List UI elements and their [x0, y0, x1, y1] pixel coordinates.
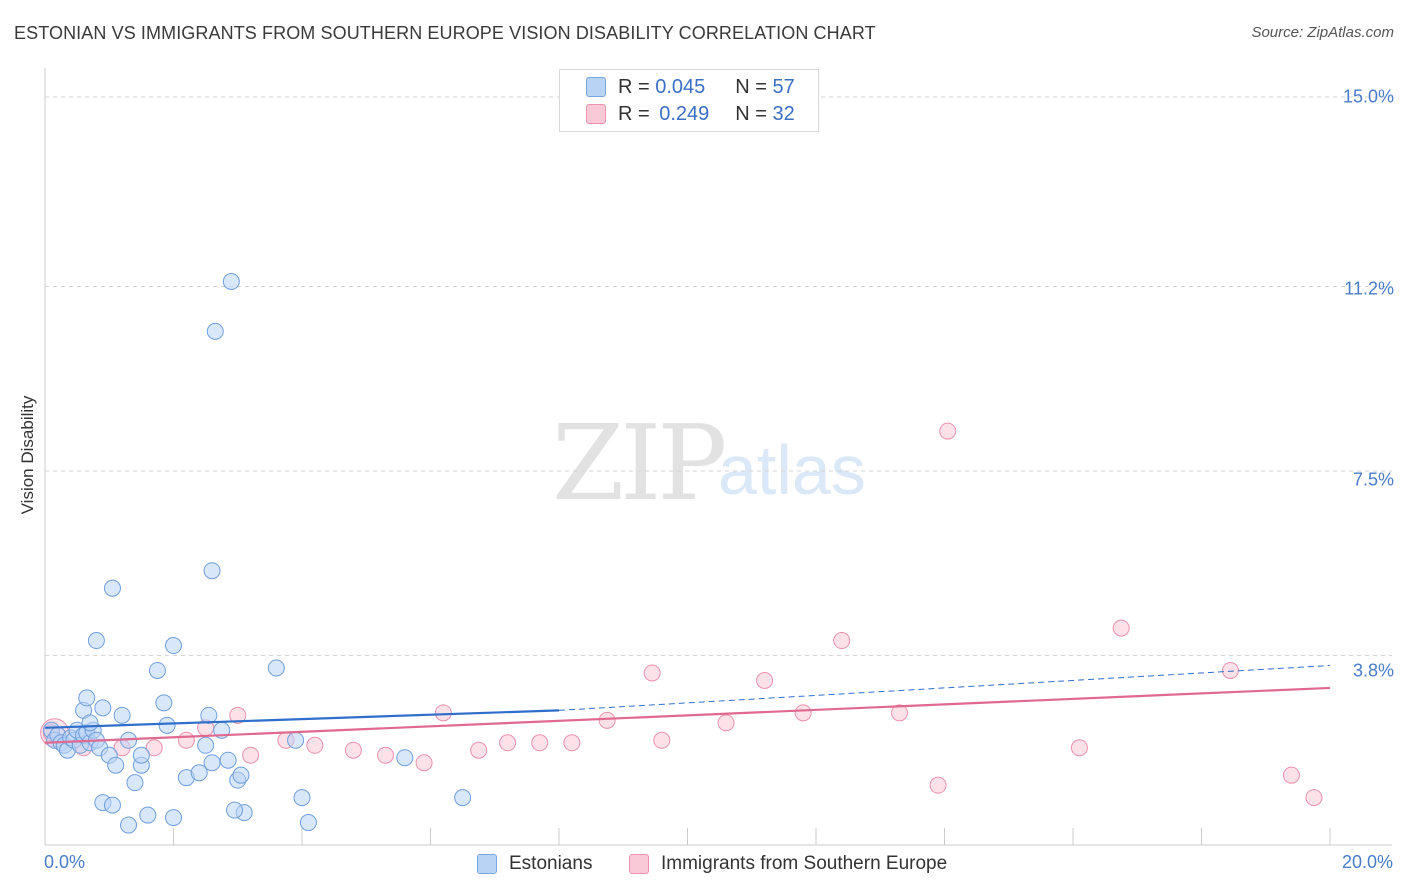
data-point-immigrants — [598, 711, 616, 729]
data-point-immigrants — [1070, 739, 1088, 757]
r-label: R = — [618, 75, 650, 98]
bottom-legend-immigrants[interactable]: Immigrants from Southern Europe — [629, 853, 947, 875]
trendline-estonians — [44, 709, 560, 729]
r-label: R = — [618, 102, 650, 125]
source-label: Source: ZipAtlas.com — [1251, 24, 1394, 41]
data-point-immigrants — [377, 746, 395, 764]
data-point-immigrants — [415, 754, 433, 772]
correlation-legend: R = 0.045 N = 57 R = 0.249 N = 32 — [559, 69, 819, 132]
data-point-estonians — [222, 273, 240, 291]
data-point-immigrants — [306, 736, 324, 754]
data-point-estonians — [113, 706, 131, 724]
data-point-estonians — [190, 764, 208, 782]
chart-title: ESTONIAN VS IMMIGRANTS FROM SOUTHERN EUR… — [14, 23, 876, 43]
data-point-estonians — [203, 562, 221, 580]
data-point-immigrants — [1221, 661, 1239, 679]
data-point-estonians — [165, 637, 182, 655]
data-point-estonians — [165, 809, 182, 827]
data-point-immigrants — [499, 734, 517, 752]
data-point-immigrants — [1305, 789, 1323, 807]
data-point-immigrants — [531, 734, 549, 752]
data-point-estonians — [103, 579, 121, 597]
data-point-immigrants — [177, 731, 195, 749]
data-point-estonians — [148, 661, 166, 679]
trendline-estonians-extension — [558, 664, 1331, 711]
legend-label: Immigrants from Southern Europe — [661, 853, 948, 874]
blue-swatch-icon — [477, 854, 497, 874]
x-tick-label: 0.0% — [44, 852, 86, 872]
y-tick-label: 3.8% — [1352, 660, 1394, 681]
data-point-estonians — [287, 731, 305, 749]
data-point-estonians — [81, 714, 99, 732]
data-point-immigrants — [1112, 619, 1130, 637]
data-point-estonians — [197, 736, 215, 754]
data-point-estonians — [155, 694, 173, 712]
data-point-immigrants — [833, 632, 851, 650]
data-point-immigrants — [145, 739, 163, 757]
data-point-immigrants — [1282, 766, 1300, 784]
data-point-immigrants — [344, 741, 362, 759]
data-point-immigrants — [563, 734, 581, 752]
trendline-immigrants — [44, 686, 1331, 744]
watermark-atlas: atlas — [718, 431, 866, 509]
data-point-immigrants — [939, 422, 957, 440]
r-value: 0.045 — [655, 75, 706, 98]
n-value: 32 — [772, 102, 795, 125]
data-point-immigrants — [643, 664, 661, 682]
pink-swatch-icon — [629, 854, 649, 874]
data-point-estonians — [206, 322, 224, 340]
data-point-estonians — [139, 806, 157, 824]
data-point-estonians — [103, 796, 121, 814]
legend-row-estonians: R = 0.045 N = 57 — [560, 75, 795, 99]
data-point-estonians — [94, 699, 112, 717]
data-point-immigrants — [470, 741, 488, 759]
data-point-estonians — [226, 801, 244, 819]
data-point-immigrants — [229, 706, 247, 724]
data-point-estonians — [454, 789, 472, 807]
data-point-estonians — [158, 716, 176, 734]
data-point-estonians — [120, 816, 138, 834]
data-point-estonians — [78, 689, 96, 707]
watermark-zip: ZIP — [552, 402, 727, 524]
data-point-immigrants — [242, 746, 260, 764]
data-point-estonians — [107, 756, 125, 774]
data-point-estonians — [299, 814, 317, 832]
y-tick-label: 7.5% — [1352, 469, 1394, 490]
data-point-estonians — [232, 766, 250, 784]
data-point-estonians — [219, 751, 237, 769]
legend-row-immigrants: R = 0.249 N = 32 — [560, 102, 795, 126]
data-point-estonians — [293, 789, 311, 807]
data-point-estonians — [396, 749, 414, 767]
x-tick-label: 20.0% — [1341, 852, 1393, 872]
y-tick-label: 15.0% — [1342, 86, 1394, 107]
data-point-immigrants — [434, 704, 452, 722]
data-point-estonians — [126, 774, 144, 792]
data-point-estonians — [267, 659, 285, 677]
legend-label: Estonians — [509, 853, 593, 874]
data-point-immigrants — [794, 704, 812, 722]
r-value: 0.249 — [659, 102, 710, 125]
n-label: N = — [735, 102, 767, 125]
data-point-estonians — [200, 706, 218, 724]
pink-swatch-icon — [586, 104, 606, 124]
data-point-immigrants — [929, 776, 947, 794]
data-point-immigrants — [653, 731, 671, 749]
data-point-estonians — [132, 746, 150, 764]
data-point-immigrants — [756, 671, 774, 689]
blue-swatch-icon — [586, 77, 606, 97]
bottom-legend-estonians[interactable]: Estonians — [477, 853, 592, 875]
n-value: 57 — [772, 75, 795, 98]
n-label: N = — [735, 75, 767, 98]
data-point-estonians — [87, 632, 105, 650]
y-tick-label: 11.2% — [1344, 278, 1394, 299]
data-point-estonians — [203, 754, 221, 772]
data-point-immigrants — [717, 714, 735, 732]
data-point-immigrants — [891, 704, 909, 722]
